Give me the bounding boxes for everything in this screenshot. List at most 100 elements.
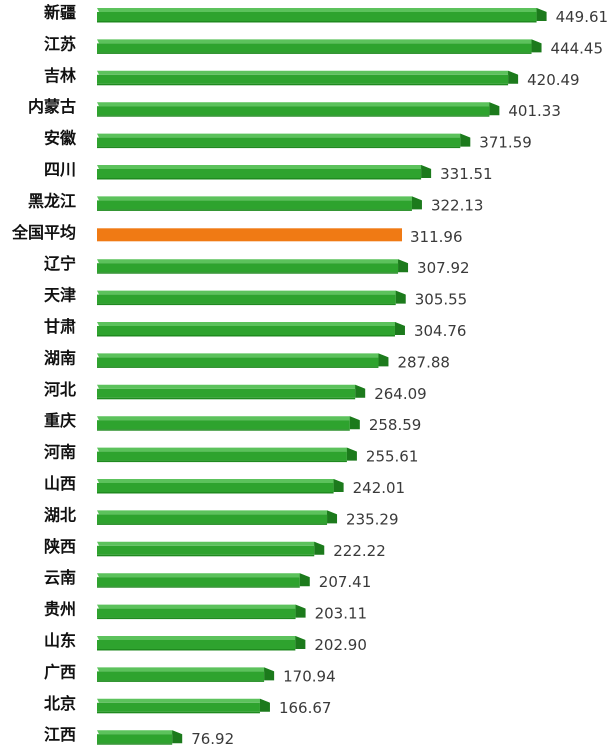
bar-top xyxy=(97,510,338,515)
value-label: 203.11 xyxy=(315,605,368,623)
bar-shadow xyxy=(97,492,334,494)
bar-shadow xyxy=(97,429,350,431)
category-label: 河南 xyxy=(44,443,76,462)
value-label: 311.96 xyxy=(410,228,463,246)
bar-top xyxy=(97,479,344,483)
bar-side xyxy=(349,416,360,430)
category-label: 江苏 xyxy=(44,34,76,53)
bar-side xyxy=(264,667,275,681)
bar-side xyxy=(259,698,270,712)
bar xyxy=(97,228,403,242)
bar-top xyxy=(97,573,310,578)
bar-shadow xyxy=(97,743,173,745)
value-label: 444.45 xyxy=(551,39,604,57)
category-label: 新疆 xyxy=(44,3,76,22)
category-label: 四川 xyxy=(44,160,76,179)
bar-top xyxy=(97,133,471,138)
category-label: 山东 xyxy=(44,631,76,650)
bar-side xyxy=(295,604,306,618)
bar-top xyxy=(97,730,183,735)
bar-top xyxy=(97,416,360,421)
bar xyxy=(97,263,399,273)
bar xyxy=(97,420,350,430)
bar-shadow xyxy=(97,680,265,682)
bar-top xyxy=(97,384,366,389)
bar-shadow xyxy=(97,115,490,117)
category-label: 北京 xyxy=(44,694,76,713)
value-label: 420.49 xyxy=(527,71,580,89)
bar-shadow xyxy=(97,272,399,274)
category-label: 云南 xyxy=(44,568,76,587)
category-label: 内蒙古 xyxy=(28,97,76,116)
bar-shadow xyxy=(97,617,296,620)
category-label: 广西 xyxy=(44,662,76,681)
bar-shadow xyxy=(97,523,328,525)
bar-side xyxy=(508,70,519,84)
value-label: 371.59 xyxy=(479,134,532,152)
bar-shadow xyxy=(97,303,396,306)
bar-shadow xyxy=(97,146,461,149)
value-label: 242.01 xyxy=(353,479,406,497)
bar xyxy=(97,169,422,178)
value-label: 322.13 xyxy=(431,196,484,214)
bar-side xyxy=(536,8,547,21)
bar-shadow xyxy=(97,554,315,557)
bar xyxy=(97,671,265,681)
category-label: 安徽 xyxy=(44,129,77,148)
bar-shadow xyxy=(97,178,422,180)
bar-side xyxy=(314,541,325,555)
value-label: 307.92 xyxy=(417,259,470,277)
value-label: 235.29 xyxy=(346,510,399,528)
bar-top xyxy=(97,541,325,546)
category-label: 黑龙江 xyxy=(28,191,76,210)
bar xyxy=(97,734,173,744)
bar-shadow xyxy=(97,335,395,337)
value-label: 76.92 xyxy=(191,730,234,748)
bar-side xyxy=(394,322,405,335)
value-label: 449.61 xyxy=(556,8,609,26)
bar xyxy=(97,74,509,84)
bar-top xyxy=(97,70,519,75)
bar-shadow xyxy=(97,21,537,23)
bar-top xyxy=(97,604,306,609)
bar xyxy=(97,137,461,147)
bar-top xyxy=(97,667,275,672)
value-label: 305.55 xyxy=(415,291,468,309)
value-label: 202.90 xyxy=(314,636,367,654)
category-label: 重庆 xyxy=(44,411,76,430)
value-label: 166.67 xyxy=(279,699,332,717)
category-label: 江西 xyxy=(44,725,76,744)
bar-top xyxy=(97,196,422,201)
bar xyxy=(97,388,356,398)
value-label: 264.09 xyxy=(374,385,427,403)
value-label: 207.41 xyxy=(319,573,372,591)
bar-top xyxy=(97,102,500,107)
value-label: 170.94 xyxy=(283,667,336,685)
bar xyxy=(97,577,300,587)
bar-shadow xyxy=(97,711,260,714)
bar-top xyxy=(97,290,406,295)
bar xyxy=(97,357,379,367)
category-label: 全国平均 xyxy=(11,223,76,242)
bar-shadow xyxy=(97,366,379,368)
bar xyxy=(97,326,395,335)
value-label: 401.33 xyxy=(508,102,561,120)
category-label: 贵州 xyxy=(44,600,76,619)
category-label: 湖北 xyxy=(44,505,76,524)
bar-side xyxy=(172,730,183,744)
bar xyxy=(97,545,315,555)
bar xyxy=(97,514,328,524)
bar-top xyxy=(97,322,405,326)
bar-side xyxy=(378,353,389,367)
category-label: 辽宁 xyxy=(44,254,76,273)
bar-shadow xyxy=(97,649,296,651)
category-label: 湖南 xyxy=(44,348,76,367)
value-label: 287.88 xyxy=(397,353,450,371)
bar-top xyxy=(97,636,306,640)
bar xyxy=(97,106,490,116)
bar xyxy=(97,43,532,53)
value-label: 222.22 xyxy=(333,542,386,560)
bar-side xyxy=(489,102,500,116)
category-label: 河北 xyxy=(44,380,76,399)
